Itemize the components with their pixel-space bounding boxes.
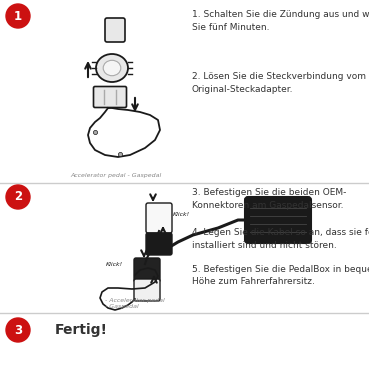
Text: 2: 2: [14, 190, 22, 203]
Text: 3: 3: [14, 324, 22, 337]
Text: 1: 1: [14, 10, 22, 23]
FancyBboxPatch shape: [134, 258, 160, 282]
Circle shape: [6, 4, 30, 28]
Text: 5. Befestigen Sie die PedalBox in bequemer
Höhe zum Fahrerfahrersitz.: 5. Befestigen Sie die PedalBox in bequem…: [192, 265, 369, 286]
Text: 2. Lösen Sie die Steckverbindung vom
Original-Steckadapter.: 2. Lösen Sie die Steckverbindung vom Ori…: [192, 72, 366, 93]
FancyBboxPatch shape: [134, 279, 160, 301]
FancyBboxPatch shape: [105, 18, 125, 42]
Text: 3. Befestigen Sie die beiden OEM-
Konnektoren am Gaspedalsensor.: 3. Befestigen Sie die beiden OEM- Konnek…: [192, 188, 346, 210]
FancyBboxPatch shape: [146, 233, 172, 255]
Text: 1. Schalten Sie die Zündung aus und warten
Sie fünf Minuten.: 1. Schalten Sie die Zündung aus und wart…: [192, 10, 369, 31]
FancyBboxPatch shape: [93, 86, 127, 107]
Ellipse shape: [103, 60, 121, 76]
Text: Fertig!: Fertig!: [55, 323, 108, 337]
Ellipse shape: [96, 54, 128, 82]
Text: Accelerator pedal - Gaspedal: Accelerator pedal - Gaspedal: [70, 173, 161, 178]
FancyBboxPatch shape: [146, 203, 172, 233]
FancyBboxPatch shape: [245, 197, 311, 243]
Circle shape: [6, 318, 30, 342]
Text: Klick!: Klick!: [106, 262, 123, 268]
Circle shape: [6, 185, 30, 209]
Text: Klick!: Klick!: [173, 213, 190, 217]
Text: - Accelerator pedal
- Gaspedal: - Accelerator pedal - Gaspedal: [105, 298, 165, 309]
Text: 4. Legen Sie die Kabel so an, dass sie fest
installiert sind und nicht stören.: 4. Legen Sie die Kabel so an, dass sie f…: [192, 228, 369, 249]
